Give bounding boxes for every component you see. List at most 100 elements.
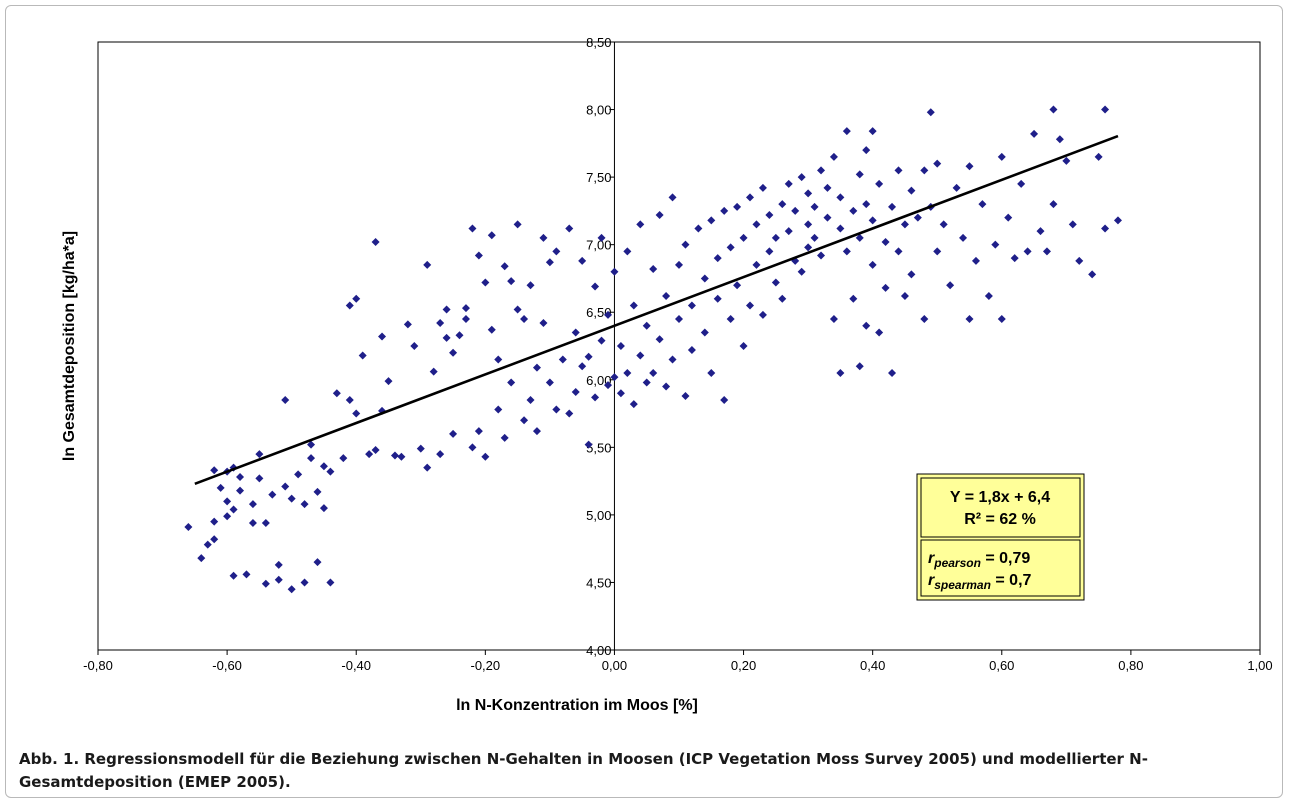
data-point <box>700 274 709 283</box>
x-tick-label: -0,40 <box>341 658 371 673</box>
data-point <box>771 278 780 287</box>
data-point <box>390 451 399 460</box>
data-point <box>539 319 548 328</box>
data-point <box>1094 152 1103 161</box>
data-point <box>307 440 316 449</box>
data-point <box>449 429 458 438</box>
data-point <box>881 237 890 246</box>
data-point <box>907 186 916 195</box>
data-point <box>933 159 942 168</box>
data-point <box>616 389 625 398</box>
data-point <box>875 179 884 188</box>
data-point <box>804 220 813 229</box>
data-point <box>261 579 270 588</box>
data-point <box>1030 129 1039 138</box>
x-tick-label: 0,60 <box>989 658 1014 673</box>
data-point <box>378 332 387 341</box>
data-point <box>500 262 509 271</box>
regression-line <box>194 134 1119 486</box>
data-point <box>978 200 987 209</box>
data-point <box>229 571 238 580</box>
data-point <box>571 328 580 337</box>
data-point <box>1101 224 1110 233</box>
data-point <box>849 294 858 303</box>
data-point <box>655 210 664 219</box>
data-point <box>513 305 522 314</box>
data-point <box>319 504 328 513</box>
y-ticks: 4,00 4,50 5,00 5,50 6,00 6,50 7,00 7,50 8,00 8,50 <box>586 35 615 658</box>
data-point <box>268 490 277 499</box>
data-point <box>352 294 361 303</box>
data-point <box>326 578 335 587</box>
data-point <box>610 267 619 276</box>
stats-box: Y = 1,8x + 6,4 R² = 62 % rpearson = 0,79… <box>916 473 1085 601</box>
data-point <box>565 224 574 233</box>
data-point <box>642 321 651 330</box>
data-point <box>203 540 212 549</box>
data-point <box>287 585 296 594</box>
scatter-chart: -0,80 -0,60 -0,40 -0,20 0,00 0,20 0,40 0,60 0,80… <box>61 35 1273 714</box>
y-tick-label: 4,00 <box>586 643 611 658</box>
data-point <box>1068 220 1077 229</box>
data-point <box>274 560 283 569</box>
data-point <box>629 301 638 310</box>
data-point <box>726 243 735 252</box>
data-points <box>184 105 1122 594</box>
data-point <box>591 282 600 291</box>
data-point <box>1023 247 1032 256</box>
pearson-subscript: pearson <box>933 556 981 570</box>
data-point <box>810 202 819 211</box>
data-point <box>836 193 845 202</box>
data-point <box>655 335 664 344</box>
data-point <box>888 369 897 378</box>
data-point <box>216 483 225 492</box>
x-tick-label: -0,60 <box>212 658 242 673</box>
data-point <box>229 505 238 514</box>
data-point <box>862 146 871 155</box>
data-point <box>939 220 948 229</box>
data-point <box>526 396 535 405</box>
data-point <box>881 283 890 292</box>
data-point <box>681 240 690 249</box>
data-point <box>442 333 451 342</box>
pearson-value: = 0,79 <box>981 550 1030 567</box>
data-point <box>539 233 548 242</box>
data-point <box>487 231 496 240</box>
data-point <box>649 369 658 378</box>
pearson-symbol: r <box>928 550 935 567</box>
data-point <box>610 373 619 382</box>
pearson-correlation: rpearson = 0,79 <box>928 550 1030 570</box>
data-point <box>997 152 1006 161</box>
data-point <box>358 351 367 360</box>
data-point <box>513 220 522 229</box>
data-point <box>784 179 793 188</box>
plot-area-border <box>97 41 1261 651</box>
data-point <box>778 200 787 209</box>
data-point <box>365 450 374 459</box>
data-point <box>403 320 412 329</box>
data-point <box>862 200 871 209</box>
data-point <box>997 314 1006 323</box>
data-point <box>791 206 800 215</box>
data-point <box>868 127 877 136</box>
data-point <box>623 369 632 378</box>
data-point <box>668 193 677 202</box>
data-point <box>591 393 600 402</box>
data-point <box>920 166 929 175</box>
data-point <box>494 355 503 364</box>
data-point <box>210 517 219 526</box>
data-point <box>1017 179 1026 188</box>
data-point <box>984 292 993 301</box>
data-point <box>849 206 858 215</box>
data-point <box>423 463 432 472</box>
data-point <box>894 247 903 256</box>
y-tick-label: 8,00 <box>586 103 611 118</box>
data-point <box>920 314 929 323</box>
data-point <box>823 183 832 192</box>
data-point <box>804 189 813 198</box>
data-point <box>855 170 864 179</box>
spearman-subscript: spearman <box>934 578 991 592</box>
y-tick-label: 6,00 <box>586 373 611 388</box>
data-point <box>687 346 696 355</box>
data-point <box>532 427 541 436</box>
